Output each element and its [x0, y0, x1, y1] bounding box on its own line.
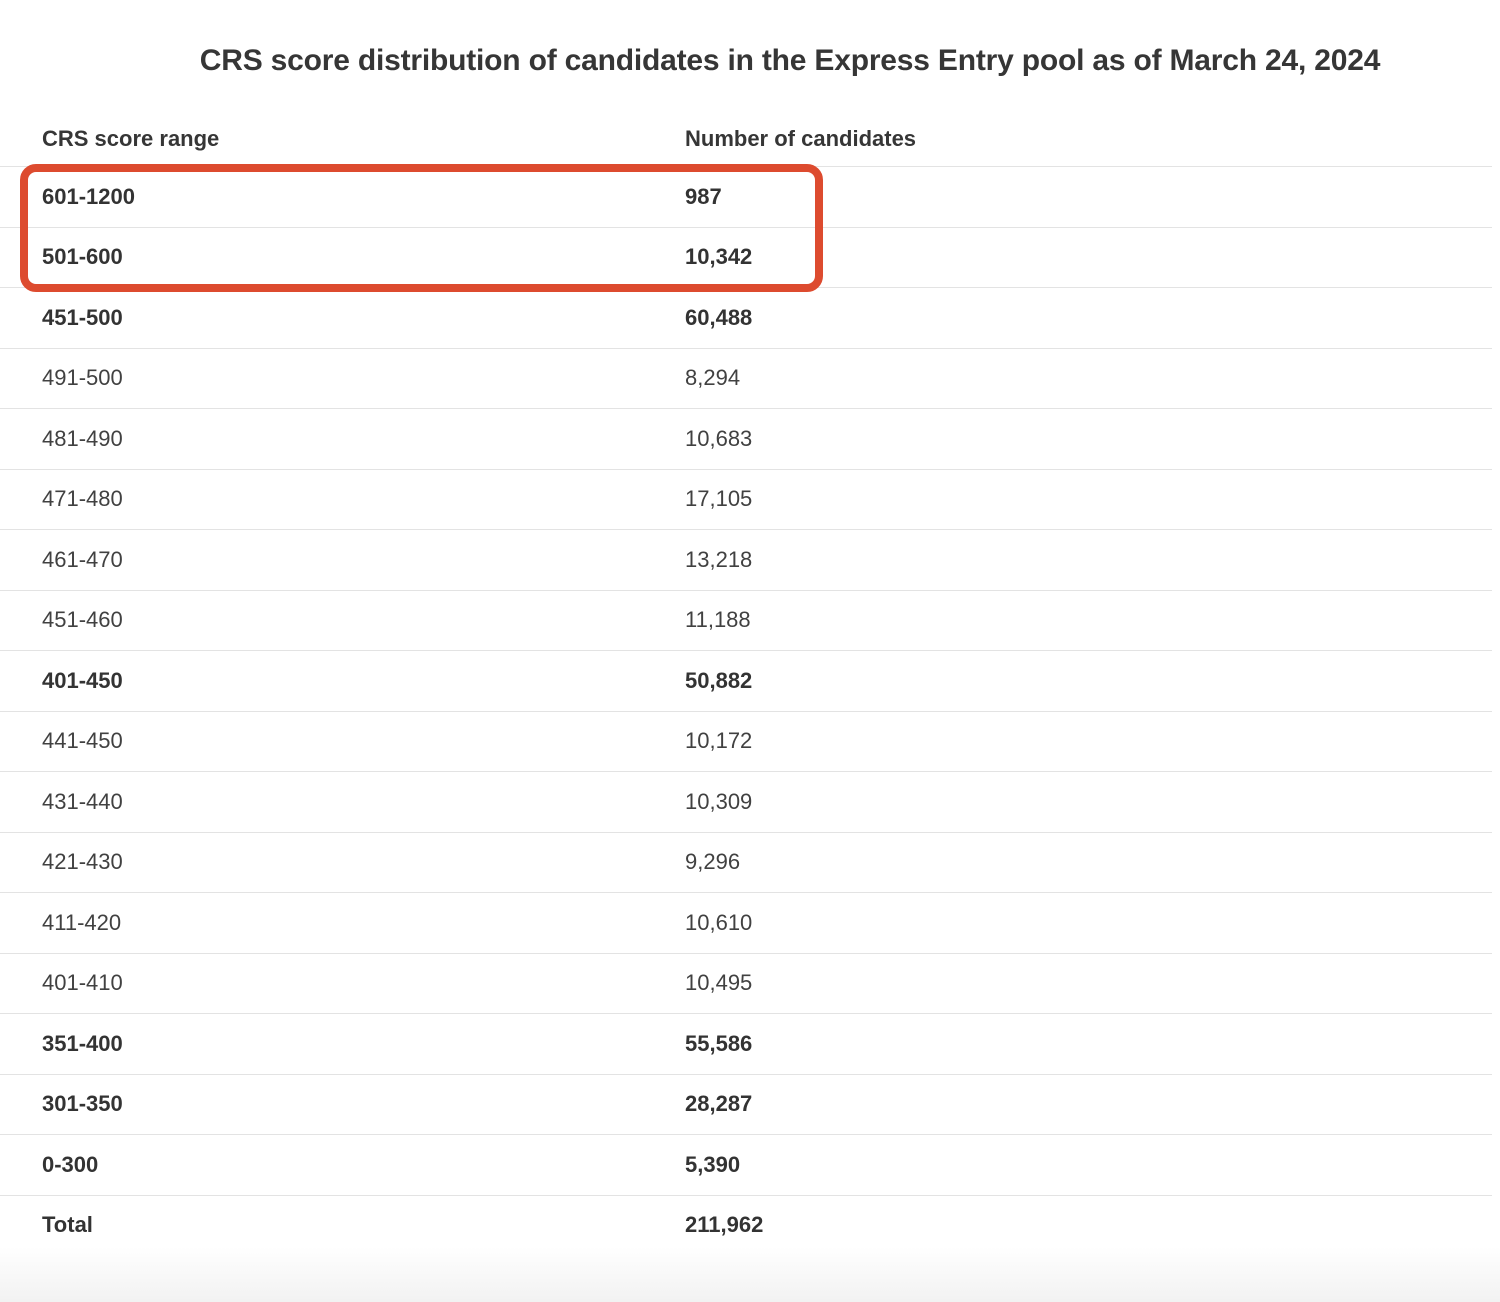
crs-range-cell: 481-490 [42, 425, 123, 451]
candidate-count-cell: 10,172 [685, 728, 753, 754]
crs-range-cell: 491-500 [42, 365, 123, 391]
crs-range-cell: 471-480 [42, 486, 123, 512]
crs-range-cell: 451-500 [42, 304, 123, 330]
candidate-count-cell: 28,287 [685, 1091, 753, 1117]
crs-range-cell: 301-350 [42, 1091, 123, 1117]
crs-range-cell: 411-420 [42, 909, 122, 935]
table-row: 411-420 10,610 [0, 892, 1492, 953]
crs-range-cell: 461-470 [42, 546, 123, 572]
table-row: 501-600 10,342 [0, 226, 1492, 288]
candidate-count-cell: 8,294 [685, 365, 741, 391]
page-title: CRS score distribution of candidates in … [199, 44, 1381, 77]
table-row total-row: Total 211,962 [0, 1194, 1492, 1256]
candidate-count-cell: 10,610 [685, 909, 753, 935]
candidate-count-cell: 60,488 [685, 304, 753, 330]
table-header-row: CRS score range Number of candidates [0, 124, 1500, 154]
table-row: 0-300 5,390 [0, 1134, 1492, 1195]
crs-range-cell: 601-1200 [42, 183, 135, 209]
candidate-count-cell: 10,495 [685, 970, 753, 996]
table-row: 301-350 28,287 [0, 1073, 1492, 1135]
bottom-fade [0, 1247, 1500, 1302]
table-row: 471-480 17,105 [0, 468, 1492, 530]
total-count-cell: 211,962 [685, 1212, 764, 1238]
crs-range-cell: 501-600 [42, 244, 123, 270]
crs-range-cell: 421-430 [42, 849, 123, 875]
candidate-count-cell: 10,342 [685, 244, 753, 270]
table-row: 441-450 10,172 [0, 710, 1492, 772]
crs-range-cell: 401-450 [42, 667, 123, 693]
table-row: 431-440 10,309 [0, 771, 1492, 832]
table-row: 401-410 10,495 [0, 952, 1492, 1014]
candidate-count-cell: 55,586 [685, 1030, 753, 1056]
crs-range-cell: 401-410 [42, 970, 123, 996]
header-number-of-candidates: Number of candidates [685, 126, 917, 151]
header-crs-score-range: CRS score range [42, 126, 220, 151]
table-row: 601-1200 987 [0, 166, 1492, 227]
crs-range-cell: 441-450 [42, 728, 123, 754]
candidate-count-cell: 10,683 [685, 425, 753, 451]
candidate-count-cell: 50,882 [685, 667, 753, 693]
table-row: 351-400 55,586 [0, 1013, 1492, 1074]
table-row: 451-460 11,188 [0, 589, 1492, 651]
crs-range-cell: 0-300 [42, 1151, 99, 1177]
candidate-count-cell: 10,309 [685, 788, 753, 814]
table-row: 491-500 8,294 [0, 347, 1492, 409]
table-row: 421-430 9,296 [0, 831, 1492, 893]
table-row: 461-470 13,218 [0, 529, 1492, 590]
candidate-count-cell: 17,105 [685, 486, 753, 512]
table-body: 601-1200 987 501-600 10,342 451-500 60,4… [0, 166, 1500, 1255]
table-row: 481-490 10,683 [0, 408, 1492, 469]
candidate-count-cell: 13,218 [685, 546, 753, 572]
candidate-count-cell: 9,296 [685, 849, 741, 875]
total-label-cell: Total [42, 1212, 93, 1238]
crs-range-cell: 351-400 [42, 1030, 123, 1056]
candidate-count-cell: 987 [685, 183, 722, 209]
table-row: 401-450 50,882 [0, 650, 1492, 711]
candidate-count-cell: 11,188 [685, 607, 751, 633]
crs-range-cell: 431-440 [42, 788, 123, 814]
table-row: 451-500 60,488 [0, 287, 1492, 348]
crs-range-cell: 451-460 [42, 607, 123, 633]
candidate-count-cell: 5,390 [685, 1151, 741, 1177]
